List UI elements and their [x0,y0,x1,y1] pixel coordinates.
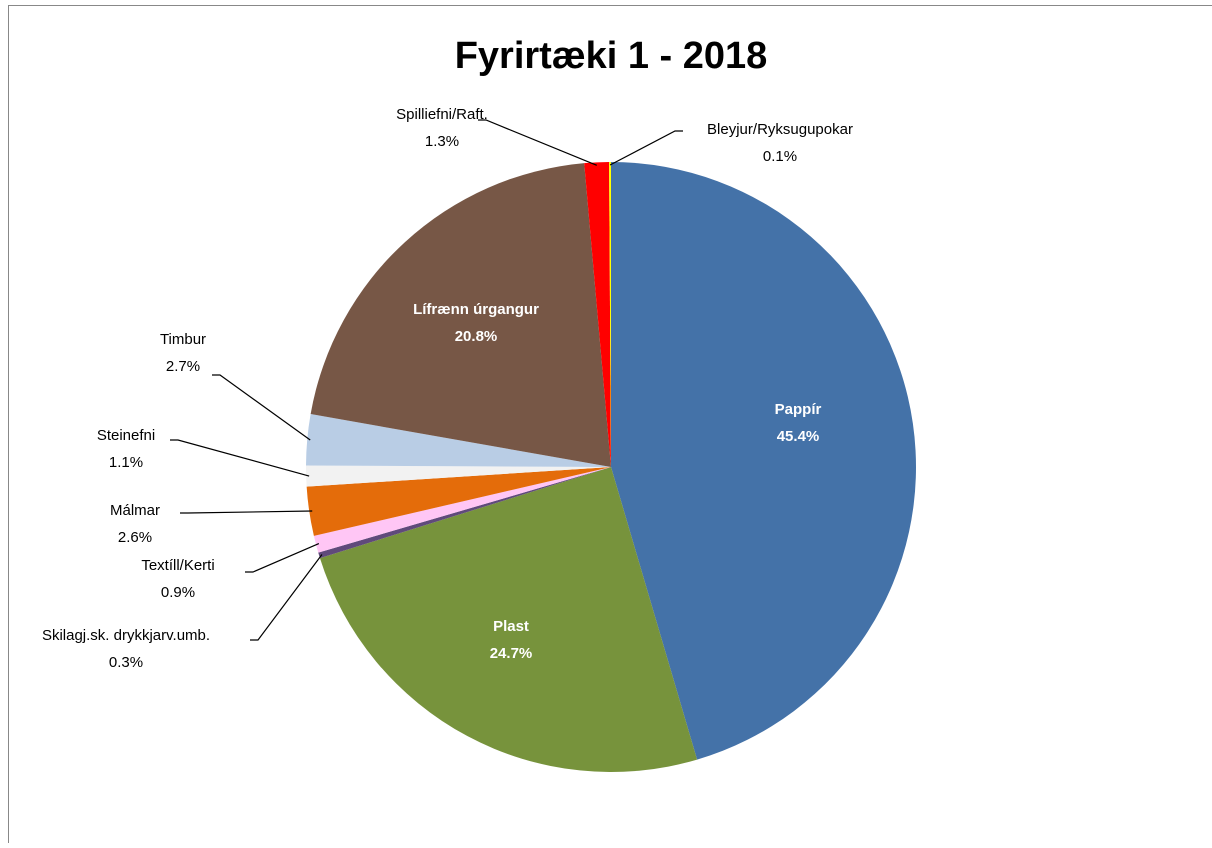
data-label-value: 1.3% [425,133,459,150]
data-label-value: 24.7% [490,645,533,662]
leader-line [250,555,322,640]
leader-line [478,120,597,165]
leader-line [245,544,319,572]
data-label-name: Lífrænn úrgangur [413,301,539,318]
data-label-value: 45.4% [777,428,820,445]
leader-line [212,375,310,440]
data-label-name: Timbur [160,331,206,348]
data-label-name: Spilliefni/Raft. [396,106,488,123]
data-label-value: 2.7% [166,358,200,375]
chart-title: Fyrirtæki 1 - 2018 [455,35,768,77]
data-label-name: Málmar [110,502,160,519]
data-label-name: Steinefni [97,427,155,444]
data-label-value: 20.8% [455,328,498,345]
data-label-name: Plast [493,618,529,635]
data-label-name: Skilagj.sk. drykkjarv.umb. [42,627,210,644]
data-label-name: Pappír [775,401,822,418]
data-label-value: 0.3% [109,654,143,671]
leader-line [180,511,312,513]
data-label-value: 2.6% [118,529,152,546]
data-label-value: 0.9% [161,584,195,601]
data-label-value: 0.1% [763,148,797,165]
data-label-name: Textíll/Kerti [141,557,214,574]
data-label-value: 1.1% [109,454,143,471]
data-label-name: Bleyjur/Ryksugupokar [707,121,853,138]
leader-line [170,440,309,476]
leader-line [610,131,683,165]
